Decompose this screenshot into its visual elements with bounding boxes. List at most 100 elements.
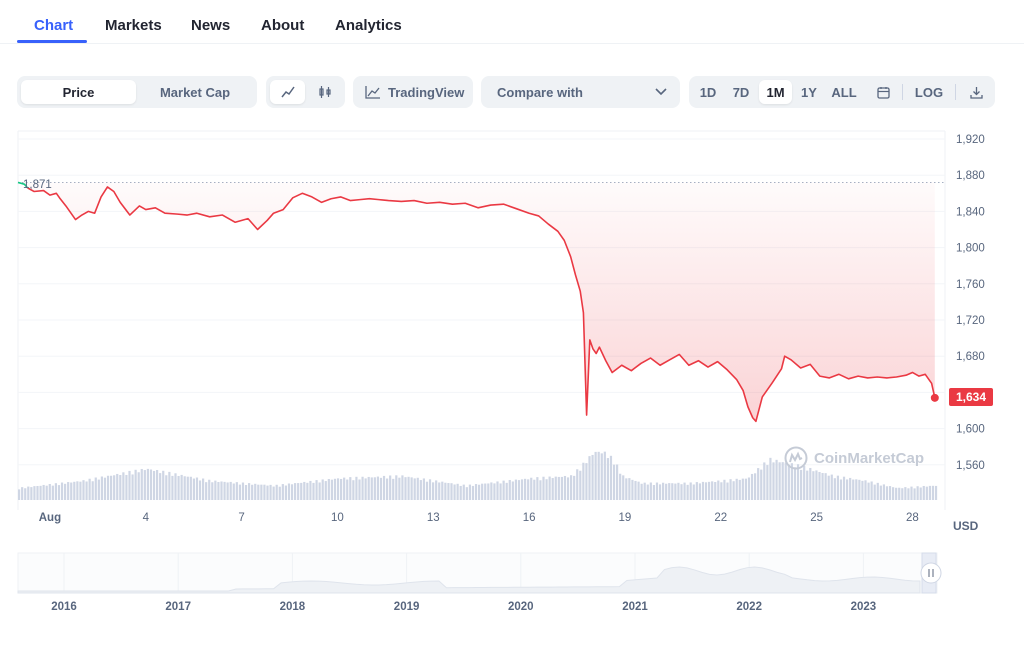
volume-bar: [441, 481, 444, 500]
volume-bar: [364, 478, 367, 500]
tab-about[interactable]: About: [261, 17, 305, 34]
volume-bar: [919, 487, 922, 500]
volume-bar: [750, 473, 754, 500]
market-cap-button[interactable]: Market Cap: [159, 84, 231, 100]
volume-bar: [425, 481, 429, 500]
volume-bar: [836, 475, 839, 500]
volume-bar: [263, 484, 266, 500]
volume-bar: [309, 480, 312, 500]
volume-bar: [171, 475, 174, 500]
volume-bar: [116, 473, 119, 500]
volume-bar: [830, 474, 833, 500]
range-1d-button[interactable]: 1D: [699, 84, 717, 100]
price-chart[interactable]: 1,9201,8801,8401,8001,7601,7201,6801,640…: [0, 126, 1024, 626]
tradingview-button[interactable]: TradingView: [353, 76, 473, 108]
price-button[interactable]: Price: [21, 80, 136, 104]
volume-bar: [33, 486, 36, 500]
volume-bar: [563, 475, 567, 500]
volume-bar: [432, 482, 435, 500]
volume-bar: [579, 470, 582, 500]
volume-bar: [478, 484, 481, 500]
volume-bar: [631, 479, 634, 500]
navigator-mini-area: [17, 566, 921, 594]
tradingview-icon: [365, 76, 381, 108]
volume-bar: [864, 480, 867, 500]
tradingview-label: TradingView: [388, 84, 465, 100]
volume-bar: [858, 479, 861, 500]
volume-bar: [290, 484, 294, 500]
volume-bar: [698, 483, 701, 500]
log-scale-button[interactable]: LOG: [914, 84, 944, 100]
volume-bar: [711, 481, 714, 500]
volume-bar: [566, 477, 570, 500]
volume-bar: [125, 474, 128, 500]
range-navigator[interactable]: 2016 2017 2018 2019 2020 2021 2022 2023: [17, 552, 942, 613]
x-tick-label: 22: [714, 512, 727, 524]
volume-bar: [738, 479, 741, 500]
x-tick-label: 13: [427, 512, 440, 524]
range-1m-button[interactable]: 1M: [759, 80, 792, 104]
navigator-year-label: 2019: [394, 601, 420, 613]
currency-label: USD: [953, 519, 979, 533]
volume-bar: [818, 472, 821, 500]
range-selector: 1D 7D 1M 1Y ALL LOG: [689, 76, 995, 108]
volume-bar: [174, 473, 177, 500]
range-7d-button[interactable]: 7D: [732, 84, 750, 100]
volume-bar: [159, 473, 162, 500]
volume-bar: [827, 475, 830, 500]
top-tab-bar: Chart Markets News About Analytics: [0, 0, 1024, 44]
volume-bar: [300, 482, 303, 500]
volume-bar: [330, 479, 333, 500]
navigator-handle[interactable]: [920, 562, 942, 584]
volume-bar: [542, 476, 545, 500]
volume-bar: [73, 481, 76, 500]
volume-bar: [229, 481, 232, 500]
tab-analytics[interactable]: Analytics: [335, 17, 402, 34]
volume-bar: [198, 480, 202, 500]
tab-chart[interactable]: Chart: [34, 17, 74, 34]
volume-bar: [585, 463, 588, 500]
volume-bar: [849, 477, 852, 500]
volume-bar: [597, 451, 600, 500]
download-icon[interactable]: [964, 80, 988, 104]
tab-markets[interactable]: Markets: [105, 17, 162, 34]
volume-bar: [324, 481, 327, 500]
compare-with-dropdown[interactable]: Compare with: [481, 76, 680, 108]
volume-bar: [45, 485, 48, 500]
volume-bar: [511, 481, 514, 500]
volume-bar: [628, 478, 631, 500]
volume-bar: [524, 478, 527, 500]
volume-bar: [916, 486, 919, 500]
volume-bar: [355, 476, 358, 500]
volume-bar: [701, 481, 705, 500]
volume-bar: [401, 475, 404, 500]
volume-bar: [876, 482, 879, 500]
volume-bar: [382, 475, 386, 500]
volume-bar: [803, 465, 806, 500]
volume-bar: [186, 476, 189, 500]
volume-bar: [744, 478, 747, 500]
volume-bar: [119, 475, 122, 500]
calendar-icon[interactable]: [871, 80, 895, 104]
price-line-up: [17, 181, 29, 189]
volume-bar: [781, 462, 784, 500]
range-all-button[interactable]: ALL: [831, 84, 857, 100]
volume-bar: [462, 484, 465, 500]
volume-bar: [140, 468, 143, 500]
price-line: [27, 186, 936, 423]
volume-bar: [658, 484, 662, 500]
toolbar-divider: [955, 84, 956, 100]
volume-bar: [456, 483, 459, 500]
volume-bar: [134, 469, 137, 500]
volume-bar: [839, 479, 843, 500]
volume-bar: [747, 477, 751, 500]
tab-news[interactable]: News: [191, 17, 231, 34]
line-chart-icon[interactable]: [270, 80, 305, 104]
volume-bar: [812, 471, 815, 500]
volume-bar: [410, 477, 413, 500]
volume-bar: [450, 483, 453, 500]
volume-bar: [931, 485, 935, 500]
volume-bar: [183, 476, 186, 500]
candlestick-icon[interactable]: [307, 80, 342, 104]
range-1y-button[interactable]: 1Y: [801, 84, 817, 100]
